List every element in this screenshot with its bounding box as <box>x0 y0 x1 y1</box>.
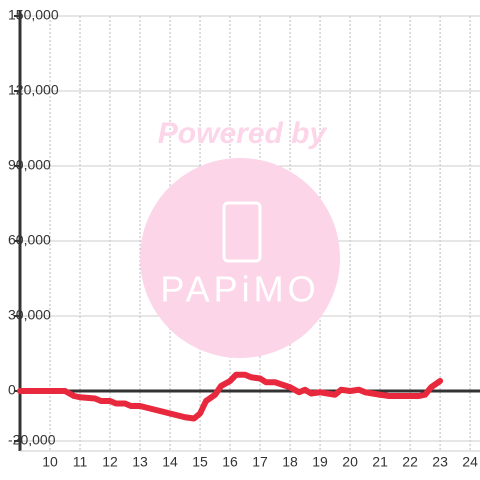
x-tick-label: 11 <box>73 454 88 470</box>
x-tick-label: 22 <box>402 454 418 470</box>
watermark-logo: PAPiMO <box>160 269 319 310</box>
y-tick-label: 120,000 <box>8 82 59 98</box>
x-tick-label: 16 <box>222 454 238 470</box>
x-tick-label: 12 <box>102 454 118 470</box>
watermark-icon <box>222 201 262 263</box>
x-tick-label: 23 <box>432 454 448 470</box>
x-tick-label: 20 <box>342 454 358 470</box>
x-tick-label: 18 <box>282 454 298 470</box>
y-tick-label: 30,000 <box>8 307 51 323</box>
x-tick-label: 10 <box>42 454 58 470</box>
y-tick-label: 0 <box>8 382 16 398</box>
y-tick-label: 150,000 <box>8 7 59 23</box>
y-tick-label: -20,000 <box>8 432 56 448</box>
x-tick-label: 13 <box>132 454 148 470</box>
y-tick-label: 90,000 <box>8 157 51 173</box>
x-tick-label: 15 <box>192 454 208 470</box>
x-tick-label: 19 <box>312 454 328 470</box>
watermark: Powered by PAPiMO <box>140 117 340 358</box>
data-line <box>17 371 444 422</box>
y-tick-label: 60,000 <box>8 232 51 248</box>
x-tick-label: 21 <box>372 454 388 470</box>
watermark-circle <box>140 158 340 358</box>
x-tick-label: 17 <box>252 454 268 470</box>
watermark-text: Powered by <box>158 117 328 150</box>
x-tick-label: 24 <box>462 454 478 470</box>
x-tick-label: 14 <box>162 454 178 470</box>
